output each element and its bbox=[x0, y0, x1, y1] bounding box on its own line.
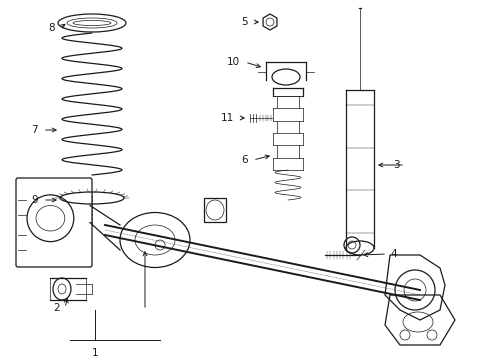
Text: 3: 3 bbox=[392, 160, 399, 170]
Text: 6: 6 bbox=[241, 155, 247, 165]
Bar bbox=[203, 198, 225, 222]
Text: 7: 7 bbox=[31, 125, 38, 135]
Text: 2: 2 bbox=[53, 303, 60, 313]
Text: 8: 8 bbox=[48, 23, 55, 33]
Text: 1: 1 bbox=[92, 348, 98, 358]
Text: 10: 10 bbox=[226, 57, 240, 67]
Text: 11: 11 bbox=[220, 113, 234, 123]
Text: 9: 9 bbox=[31, 195, 38, 205]
Text: 4: 4 bbox=[389, 249, 396, 259]
Text: 5: 5 bbox=[241, 17, 247, 27]
